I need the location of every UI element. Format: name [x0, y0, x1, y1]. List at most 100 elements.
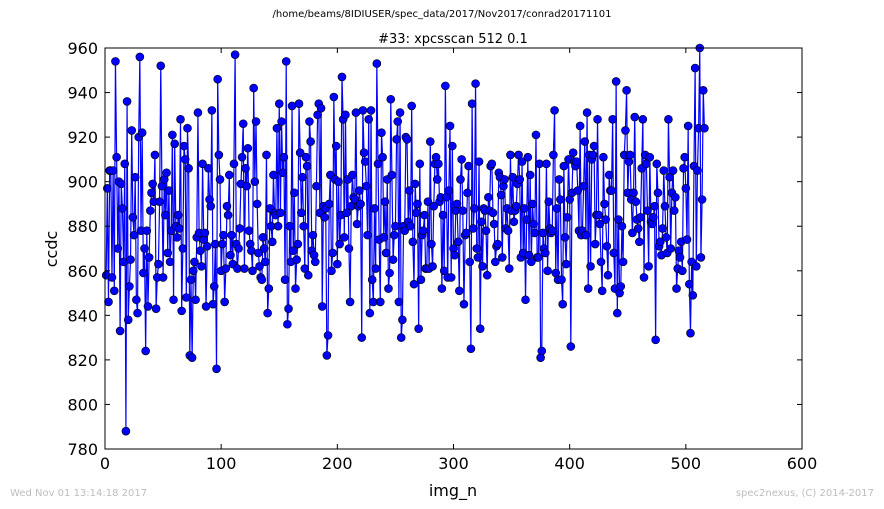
data-point: [135, 52, 145, 62]
data-point: [418, 226, 428, 235]
data-point: [183, 123, 192, 133]
data-point: [478, 262, 487, 271]
y-tick-label: 820: [67, 351, 98, 370]
data-point: [659, 166, 669, 175]
data-point: [261, 257, 270, 267]
data-point: [523, 152, 533, 162]
data-point: [218, 239, 227, 249]
data-point: [556, 195, 565, 204]
data-point: [378, 152, 387, 162]
data-point: [446, 273, 456, 282]
data-point: [602, 241, 612, 251]
data-point: [339, 233, 349, 242]
data-point: [391, 221, 400, 231]
data-point: [617, 221, 627, 231]
data-point: [580, 137, 590, 146]
data-point: [176, 114, 185, 124]
data-point: [164, 186, 174, 195]
data-point: [406, 221, 415, 231]
data-point: [504, 264, 514, 273]
data-point: [645, 152, 655, 162]
data-point: [267, 237, 277, 247]
data-point: [506, 150, 515, 160]
data-point: [530, 228, 540, 238]
data-point: [416, 275, 426, 284]
data-point: [649, 213, 658, 222]
data-point: [410, 179, 420, 189]
data-point: [407, 101, 416, 111]
data-point: [484, 192, 493, 202]
data-point: [308, 230, 318, 240]
data-point: [540, 248, 550, 258]
data-point: [413, 199, 422, 209]
data-point: [452, 199, 462, 209]
data-point: [455, 286, 464, 296]
data-point: [642, 159, 651, 169]
data-point: [273, 221, 283, 231]
data-point: [437, 284, 447, 293]
data-point: [420, 210, 429, 220]
data-point: [515, 175, 525, 184]
data-point: [468, 224, 478, 233]
data-point: [614, 215, 623, 224]
data-point: [137, 128, 147, 137]
y-tick-label: 780: [67, 440, 98, 459]
data-point: [650, 201, 659, 211]
data-point: [227, 230, 236, 240]
data-point: [264, 284, 274, 293]
data-point: [350, 195, 360, 204]
data-point: [461, 228, 471, 238]
data-point: [511, 201, 521, 211]
data-point: [488, 208, 498, 218]
data-point: [423, 197, 433, 207]
data-point: [291, 284, 300, 293]
data-point: [252, 199, 262, 209]
data-point: [453, 237, 463, 247]
data-point: [108, 166, 118, 175]
data-point: [544, 197, 554, 207]
data-point: [672, 284, 681, 293]
data-point: [457, 155, 466, 164]
data-point: [251, 117, 261, 126]
y-tick-label: 860: [67, 262, 98, 281]
data-point: [679, 164, 688, 173]
series-layer: [101, 43, 709, 436]
data-point: [496, 190, 506, 200]
data-point: [691, 262, 701, 271]
data-point: [384, 284, 393, 293]
data-point: [187, 353, 197, 362]
data-point: [561, 259, 571, 269]
data-point: [552, 204, 562, 213]
data-point: [653, 188, 663, 198]
data-point: [697, 195, 707, 204]
data-point: [389, 230, 399, 240]
data-point: [285, 221, 295, 231]
data-point: [581, 230, 591, 240]
data-point: [586, 262, 595, 271]
data-point: [550, 106, 559, 115]
data-point: [525, 170, 535, 180]
data-point: [237, 152, 247, 162]
data-point: [396, 333, 406, 342]
y-tick-label: 880: [67, 217, 98, 236]
data-point: [660, 201, 670, 211]
data-point: [323, 331, 333, 340]
data-point: [475, 324, 485, 334]
data-point: [549, 150, 558, 160]
data-point: [364, 114, 374, 124]
data-point: [636, 213, 645, 222]
data-point: [280, 275, 290, 284]
data-point: [161, 210, 170, 220]
data-point: [487, 159, 497, 169]
data-point: [528, 199, 537, 209]
data-point: [596, 257, 606, 267]
data-point: [156, 61, 166, 71]
data-point: [169, 295, 178, 305]
data-point: [223, 210, 233, 220]
data-point: [594, 210, 604, 220]
data-point: [322, 351, 332, 360]
data-point: [531, 130, 541, 140]
data-point: [188, 266, 198, 276]
data-point: [371, 264, 380, 273]
data-point: [448, 141, 457, 151]
